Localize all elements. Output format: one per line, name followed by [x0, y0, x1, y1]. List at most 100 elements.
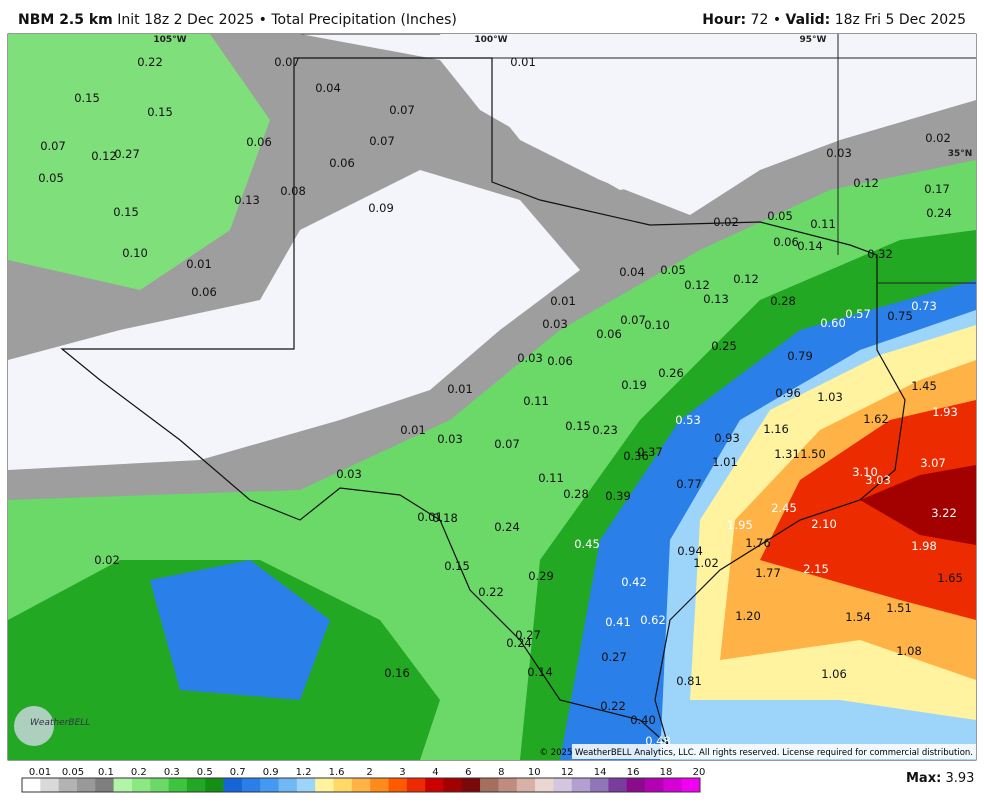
value-label: 0.12	[91, 149, 117, 163]
field-none	[440, 34, 976, 215]
legend-label: 8	[498, 767, 504, 778]
value-label: 0.10	[644, 318, 670, 332]
value-label: 0.27	[515, 628, 541, 642]
legend-label: 0.9	[263, 767, 279, 778]
value-label: 0.45	[574, 537, 600, 551]
legend-swatch	[315, 778, 334, 792]
legend-label: 4	[432, 767, 438, 778]
value-label: 0.15	[444, 559, 470, 573]
legend-swatch	[406, 778, 426, 792]
legend-swatch	[681, 778, 701, 792]
value-label: 0.06	[329, 156, 355, 170]
value-label: 0.12	[684, 278, 710, 292]
value-label: 2.10	[811, 517, 837, 531]
value-label: 0.15	[113, 205, 139, 219]
value-label: 0.25	[711, 339, 737, 353]
legend-swatch	[351, 778, 371, 792]
legend-swatch	[425, 778, 444, 792]
value-label: 0.18	[432, 511, 458, 525]
field-red	[760, 400, 976, 620]
field-green	[8, 34, 270, 290]
credit: © 2025 WeatherBELL Analytics, LLC. All r…	[540, 748, 973, 758]
legend-swatch	[296, 778, 316, 792]
value-label: 0.26	[658, 366, 684, 380]
value-label: 1.77	[755, 566, 781, 580]
value-label: 0.01	[550, 294, 576, 308]
value-label: 0.11	[523, 394, 549, 408]
header-left: NBM 2.5 km Init 18z 2 Dec 2025 • Total P…	[18, 12, 457, 28]
legend-label: 6	[465, 767, 471, 778]
value-label: 2.45	[771, 501, 797, 515]
value-label: 0.17	[924, 182, 950, 196]
legend-swatch	[590, 778, 609, 792]
value-label: 0.12	[733, 272, 759, 286]
legend-frame	[21, 777, 701, 793]
value-label: 1.16	[763, 422, 789, 436]
legend-label: 0.01	[29, 767, 51, 778]
value-label: 1.62	[863, 412, 889, 426]
value-label: 0.03	[336, 467, 362, 481]
legend-label: 2	[366, 767, 372, 778]
value-label: 0.14	[527, 665, 553, 679]
legend-swatch	[186, 778, 206, 792]
description: Init 18z 2 Dec 2025 • Total Precipitatio…	[117, 12, 457, 28]
separator: •	[772, 12, 782, 28]
value-label: 0.94	[677, 544, 703, 558]
legend-label: 12	[561, 767, 574, 778]
value-label: 0.28	[563, 487, 589, 501]
value-label: 0.07	[369, 134, 395, 148]
value-label: 0.42	[621, 575, 647, 589]
grid-label: 95°W	[800, 35, 827, 45]
value-label: 0.16	[384, 666, 410, 680]
value-label: 0.01	[447, 382, 473, 396]
legend-swatch	[131, 778, 151, 792]
value-label: 0.79	[787, 349, 813, 363]
value-label: 1.98	[911, 539, 937, 553]
value-label: 0.36	[623, 449, 649, 463]
hour: 72	[750, 12, 769, 28]
value-label: 2.15	[803, 562, 829, 576]
value-label: 1.08	[896, 644, 922, 658]
valid: 18z Fri 5 Dec 2025	[834, 12, 966, 28]
value-label: 0.05	[660, 263, 686, 277]
value-label: 1.76	[745, 536, 771, 550]
value-label: 0.27	[601, 650, 627, 664]
value-label: 1.45	[911, 379, 937, 393]
value-label: 0.96	[775, 386, 801, 400]
value-label: 0.03	[542, 317, 568, 331]
value-label: 1.93	[932, 405, 958, 419]
legend-label: 0.3	[164, 767, 180, 778]
legend-label: 0.2	[131, 767, 147, 778]
value-label: 0.24	[926, 206, 952, 220]
value-label: 1.06	[821, 667, 847, 681]
value-label: 0.19	[621, 378, 647, 392]
value-label: 0.53	[675, 413, 701, 427]
value-label: 0.37	[637, 445, 663, 459]
value-label: 0.04	[619, 265, 645, 279]
legend-swatch	[370, 778, 389, 792]
grid-label: 105°W	[153, 35, 186, 45]
value-label: 0.24	[494, 520, 520, 534]
value-label: 1.02	[693, 556, 719, 570]
legend-label: 14	[594, 767, 607, 778]
value-label: 0.05	[767, 209, 793, 223]
value-label: 1.31	[774, 447, 800, 461]
value-label: 0.93	[714, 431, 740, 445]
value-label: 0.03	[826, 146, 852, 160]
value-label: 0.01	[400, 423, 426, 437]
value-label: 3.07	[920, 456, 946, 470]
legend-swatch	[498, 778, 518, 792]
value-label: 0.12	[853, 176, 879, 190]
value-label: 0.02	[925, 131, 951, 145]
legend: 0.01 0.05 0.1 0.2 0.3 0.5 0.7 0.9 1.2 1.6 2 3 4 6 8 10 1…	[21, 767, 705, 793]
grid-label: 100°W	[474, 35, 507, 45]
value-label: 0.40	[630, 713, 656, 727]
value-label: 0.06	[773, 235, 799, 249]
max-value: 3.93	[945, 771, 975, 786]
legend-swatch	[553, 778, 573, 792]
model: NBM 2.5 km	[18, 12, 113, 28]
value-label: 0.22	[600, 699, 626, 713]
legend-swatch	[443, 778, 463, 792]
value-label: 0.22	[137, 55, 163, 69]
